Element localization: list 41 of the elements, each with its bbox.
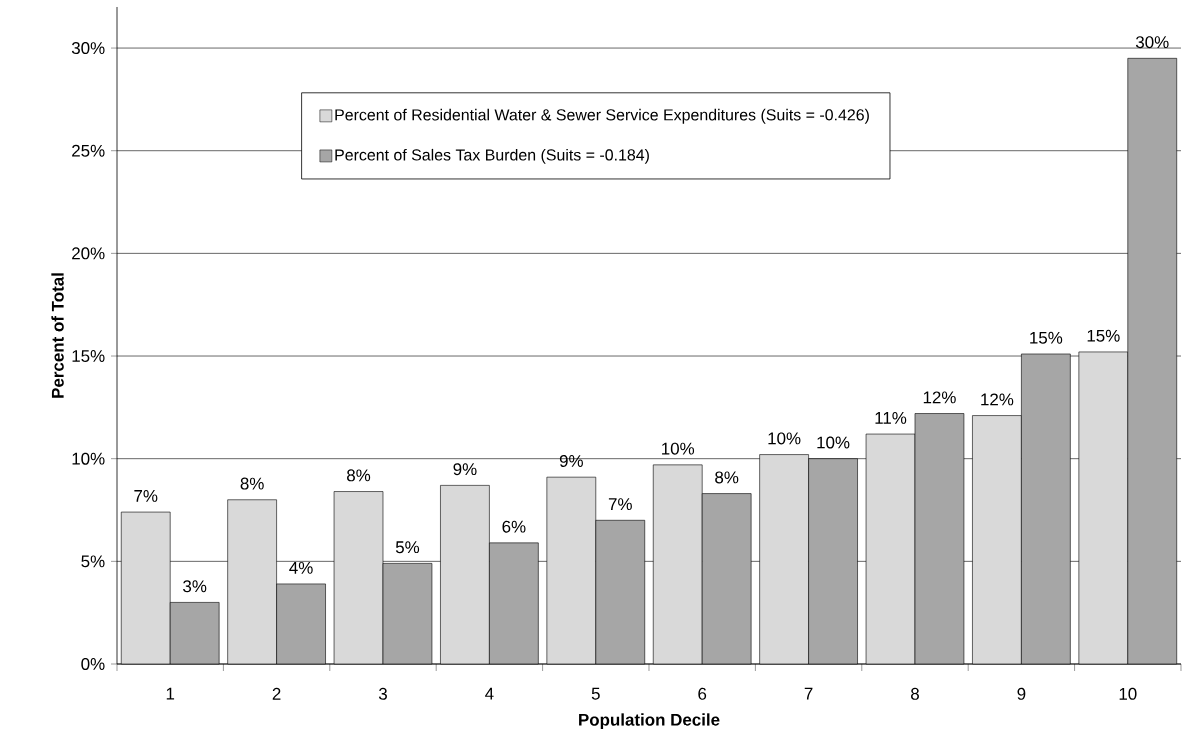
y-tick-label: 5%	[81, 555, 105, 568]
y-axis-title: Percent of Total	[51, 273, 64, 398]
x-tick-label: 2	[272, 687, 281, 700]
y-tick-label: 0%	[81, 658, 105, 670]
x-tick-label: 3	[378, 687, 387, 700]
data-label: 7%	[134, 490, 158, 502]
data-label: 15%	[1087, 329, 1120, 342]
x-tick-label: 9	[1017, 687, 1026, 700]
x-tick-label: 10	[1119, 687, 1137, 700]
data-label: 15%	[1030, 331, 1063, 344]
x-tick-label: 8	[911, 687, 919, 700]
legend-label: Percent of Residential Water & Sewer Service Expenditures (Suits = -0.426)	[335, 108, 869, 124]
x-tick-label: 5	[591, 687, 600, 700]
data-label: 12%	[923, 391, 956, 404]
data-label: 12%	[981, 393, 1014, 406]
data-label: 8%	[715, 471, 739, 484]
x-tick-label: 1	[166, 687, 175, 700]
data-label: 11%	[875, 412, 907, 424]
y-tick-label: 30%	[71, 42, 105, 55]
data-label: 9%	[453, 463, 477, 476]
x-tick-label: 6	[698, 687, 707, 700]
y-tick-label: 25%	[72, 144, 105, 157]
y-tick-label: 15%	[72, 350, 105, 362]
data-label: 5%	[395, 541, 420, 554]
data-label: 8%	[347, 469, 371, 482]
data-label: 10%	[662, 442, 695, 455]
data-label: 10%	[768, 432, 801, 445]
data-label: 6%	[502, 520, 526, 533]
data-label: 4%	[289, 561, 313, 574]
x-tick-label: 7	[804, 687, 813, 700]
y-tick-label: 20%	[72, 247, 105, 260]
data-label: 10%	[817, 436, 850, 449]
data-label: 9%	[559, 454, 583, 467]
data-label: 3%	[183, 580, 207, 593]
x-tick-label: 4	[485, 687, 494, 700]
y-tick-label: 10%	[72, 452, 105, 465]
data-label: 30%	[1135, 36, 1169, 49]
data-label: 7%	[608, 498, 632, 511]
data-label: 8%	[240, 477, 264, 490]
legend-label: Percent of Sales Tax Burden (Suits = -0.184)	[335, 148, 649, 164]
x-axis-title: Population Decile	[579, 713, 720, 730]
